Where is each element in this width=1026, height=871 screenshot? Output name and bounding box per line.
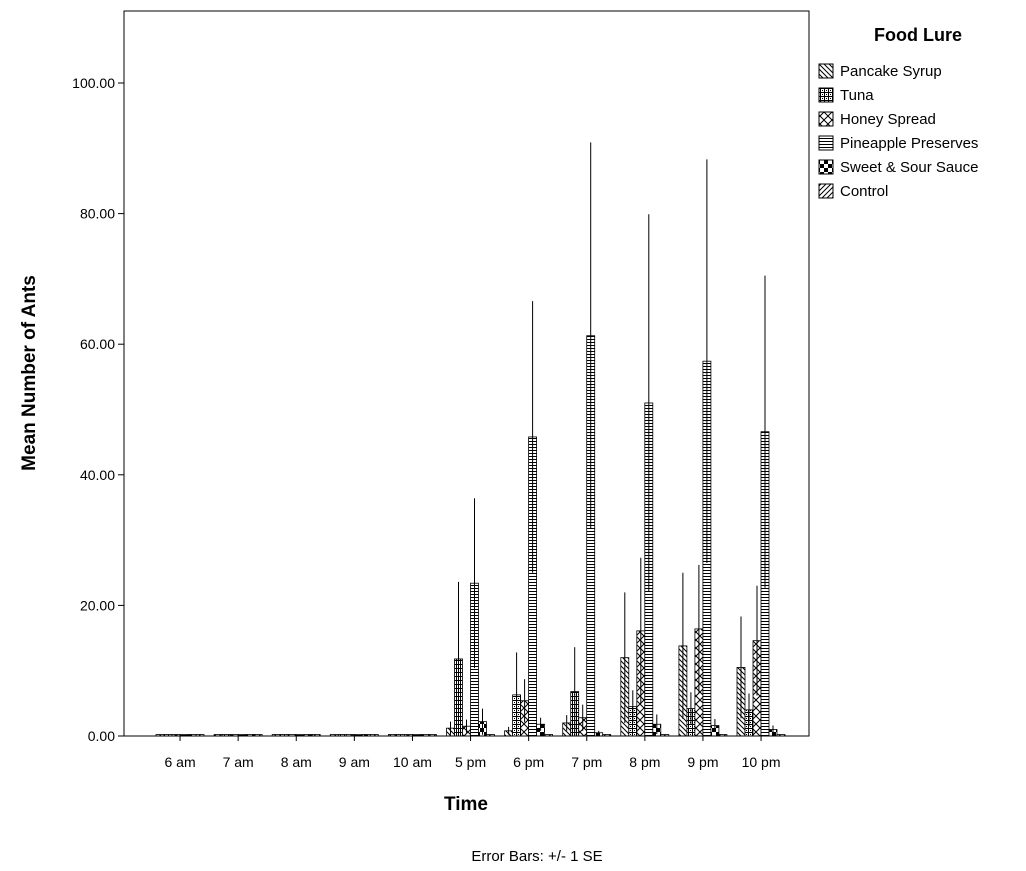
error-bars-footnote: Error Bars: +/- 1 SE [471,848,602,865]
y-tick-label: 40.00 [80,467,115,483]
x-tick-label: 10 pm [742,754,781,770]
legend-label: Pancake Syrup [840,63,942,80]
x-tick-label: 6 pm [513,754,544,770]
y-tick-label: 100.00 [72,75,115,91]
y-tick-label: 0.00 [88,728,115,744]
legend-label: Tuna [840,87,874,104]
error-bars-layer [450,142,774,736]
x-tick-label: 8 am [281,754,312,770]
x-tick-label: 7 pm [571,754,602,770]
x-axis: 6 am 7 am 8 am 9 am 10 am 5 pm 6 pm 7 pm 8 pm 9 p… [124,735,809,770]
y-axis: 0.00 20.00 40.00 60.00 80.00 100.00 [72,75,124,744]
legend-label: Control [840,183,888,200]
x-tick-label: 6 am [164,754,195,770]
y-axis-title: Mean Number of Ants [19,275,40,471]
y-tick-label: 20.00 [80,597,115,613]
legend-swatch [818,63,834,79]
y-tick-label: 80.00 [80,206,115,222]
legend-label: Pineapple Preserves [840,135,978,152]
legend-title: Food Lure [874,25,962,45]
x-tick-label: 8 pm [629,754,660,770]
legend-swatch [818,111,834,127]
x-tick-label: 9 pm [687,754,718,770]
legend-swatch [818,183,834,199]
x-axis-title: Time [444,794,488,815]
bars-layer [155,335,786,737]
legend-label: Honey Spread [840,111,936,128]
x-tick-label: 10 am [393,754,432,770]
y-tick-label: 60.00 [80,336,115,352]
legend: Food Lure Pancake Syrup Tuna Honey Spread P… [818,25,978,200]
legend-swatch [818,87,834,103]
legend-swatch [818,135,834,151]
legend-swatch [818,159,834,175]
legend-label: Sweet & Sour Sauce [840,159,978,176]
x-tick-label: 9 am [339,754,370,770]
x-tick-label: 7 am [223,754,254,770]
x-tick-label: 5 pm [455,754,486,770]
